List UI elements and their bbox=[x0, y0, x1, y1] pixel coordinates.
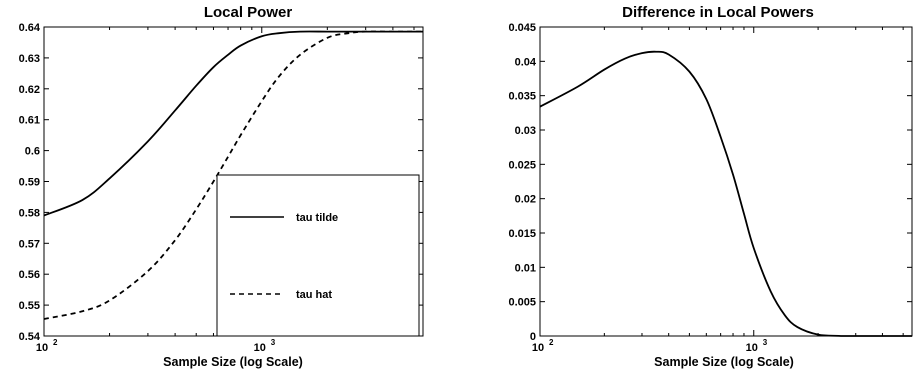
y-tick-label: 0.045 bbox=[508, 22, 536, 34]
legend-label-tau-hat: tau hat bbox=[296, 289, 332, 301]
y-tick-label: 0.01 bbox=[515, 262, 536, 274]
y-tick-label: 0.04 bbox=[515, 56, 537, 68]
y-tick-label: 0.035 bbox=[508, 91, 536, 103]
y-axis: 0.54 0.55 0.56 0.57 0.58 0.59 0.6 0.61 0.62 0.63 0… bbox=[19, 22, 423, 343]
x-axis: 10 2 10 3 bbox=[532, 27, 904, 354]
x-tick-exponent: 3 bbox=[271, 338, 276, 347]
x-tick-exponent: 3 bbox=[763, 338, 768, 347]
x-axis: 10 2 10 3 bbox=[36, 27, 415, 354]
y-tick-label: 0.005 bbox=[508, 297, 536, 309]
x-tick-label: 10 bbox=[254, 342, 266, 354]
y-axis: 0 0.005 0.01 0.015 0.02 0.025 0.03 0.035 0.04 0.0… bbox=[508, 22, 912, 343]
y-tick-label: 0.55 bbox=[19, 300, 40, 312]
y-tick-label: 0.6 bbox=[25, 146, 40, 158]
legend-label-tau-tilde: tau tilde bbox=[296, 212, 338, 224]
x-tick-label: 10 bbox=[36, 342, 48, 354]
y-tick-label: 0 bbox=[530, 331, 536, 343]
y-tick-label: 0.02 bbox=[515, 194, 536, 206]
y-tick-label: 0.025 bbox=[508, 159, 536, 171]
y-tick-label: 0.59 bbox=[19, 177, 40, 189]
y-tick-label: 0.63 bbox=[19, 53, 40, 65]
series-line bbox=[539, 50, 912, 337]
legend-box bbox=[216, 174, 420, 337]
x-tick-label: 10 bbox=[746, 342, 758, 354]
plot-area bbox=[539, 50, 912, 337]
x-axis-label: Sample Size (log Scale) bbox=[654, 355, 794, 369]
x-tick-exponent: 2 bbox=[53, 338, 58, 347]
difference-chart: Difference in Local Powers 0 0.005 0.01 0.0… bbox=[508, 4, 913, 369]
plot-frame bbox=[539, 26, 913, 337]
series-line-tau-hat bbox=[43, 30, 423, 320]
y-tick-label: 0.58 bbox=[19, 207, 40, 219]
y-tick-label: 0.61 bbox=[19, 115, 40, 127]
y-tick-label: 0.54 bbox=[19, 331, 41, 343]
legend: tau tilde tau hat bbox=[216, 174, 420, 337]
y-tick-label: 0.56 bbox=[19, 269, 40, 281]
y-tick-label: 0.015 bbox=[508, 228, 536, 240]
y-tick-label: 0.64 bbox=[19, 22, 41, 34]
local-power-chart: Local Power 0.540.550.560.570.580.590.60… bbox=[19, 4, 424, 369]
y-tick-label: 0.57 bbox=[19, 238, 40, 250]
plot-area bbox=[43, 30, 423, 320]
y-tick-label: 0.62 bbox=[19, 84, 40, 96]
x-tick-exponent: 2 bbox=[549, 338, 554, 347]
chart-title: Difference in Local Powers bbox=[622, 4, 814, 21]
x-tick-label: 10 bbox=[532, 342, 544, 354]
chart-title: Local Power bbox=[204, 4, 293, 21]
y-tick-label: 0.03 bbox=[515, 125, 536, 137]
x-axis-label: Sample Size (log Scale) bbox=[163, 355, 303, 369]
